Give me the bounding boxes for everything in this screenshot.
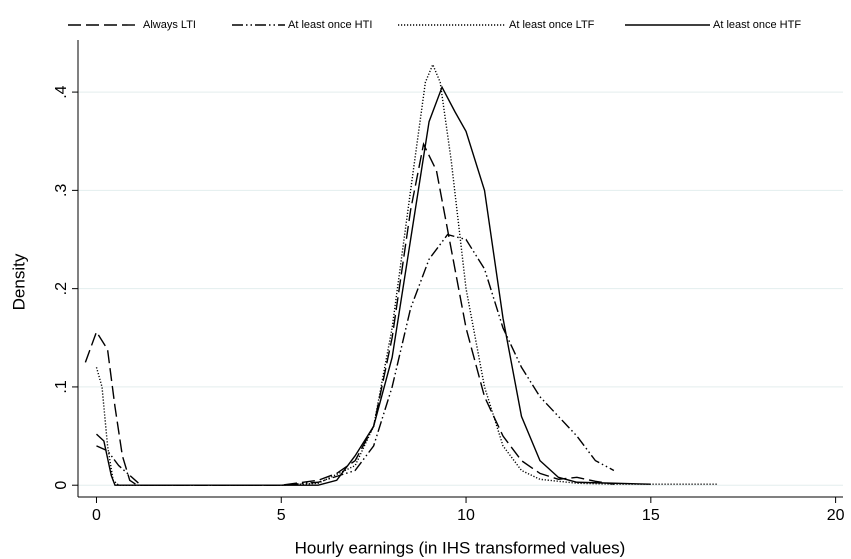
density-line xyxy=(84,141,614,486)
y-tick-label: .2 xyxy=(53,282,70,295)
density-line xyxy=(96,85,651,486)
legend-label: Always LTI xyxy=(143,19,196,31)
x-axis-label: Hourly earnings (in IHS transformed valu… xyxy=(295,538,626,557)
y-tick-label: .3 xyxy=(53,184,70,197)
x-tick-label: 15 xyxy=(642,507,660,524)
legend-label: At least once HTI xyxy=(288,19,372,31)
y-tick-label: .4 xyxy=(53,85,70,98)
x-tick-label: 5 xyxy=(277,507,286,524)
legend-label: At least once LTF xyxy=(509,19,595,31)
y-axis-label: Density xyxy=(9,253,28,310)
x-tick-label: 10 xyxy=(457,507,475,524)
y-tick-label: 0 xyxy=(53,481,70,490)
density-line xyxy=(95,62,718,486)
density-line xyxy=(96,233,615,486)
legend-label: At least once HTF xyxy=(713,19,801,31)
y-tick-label: .1 xyxy=(53,380,70,393)
x-tick-label: 0 xyxy=(92,507,101,524)
x-tick-label: 20 xyxy=(827,507,845,524)
